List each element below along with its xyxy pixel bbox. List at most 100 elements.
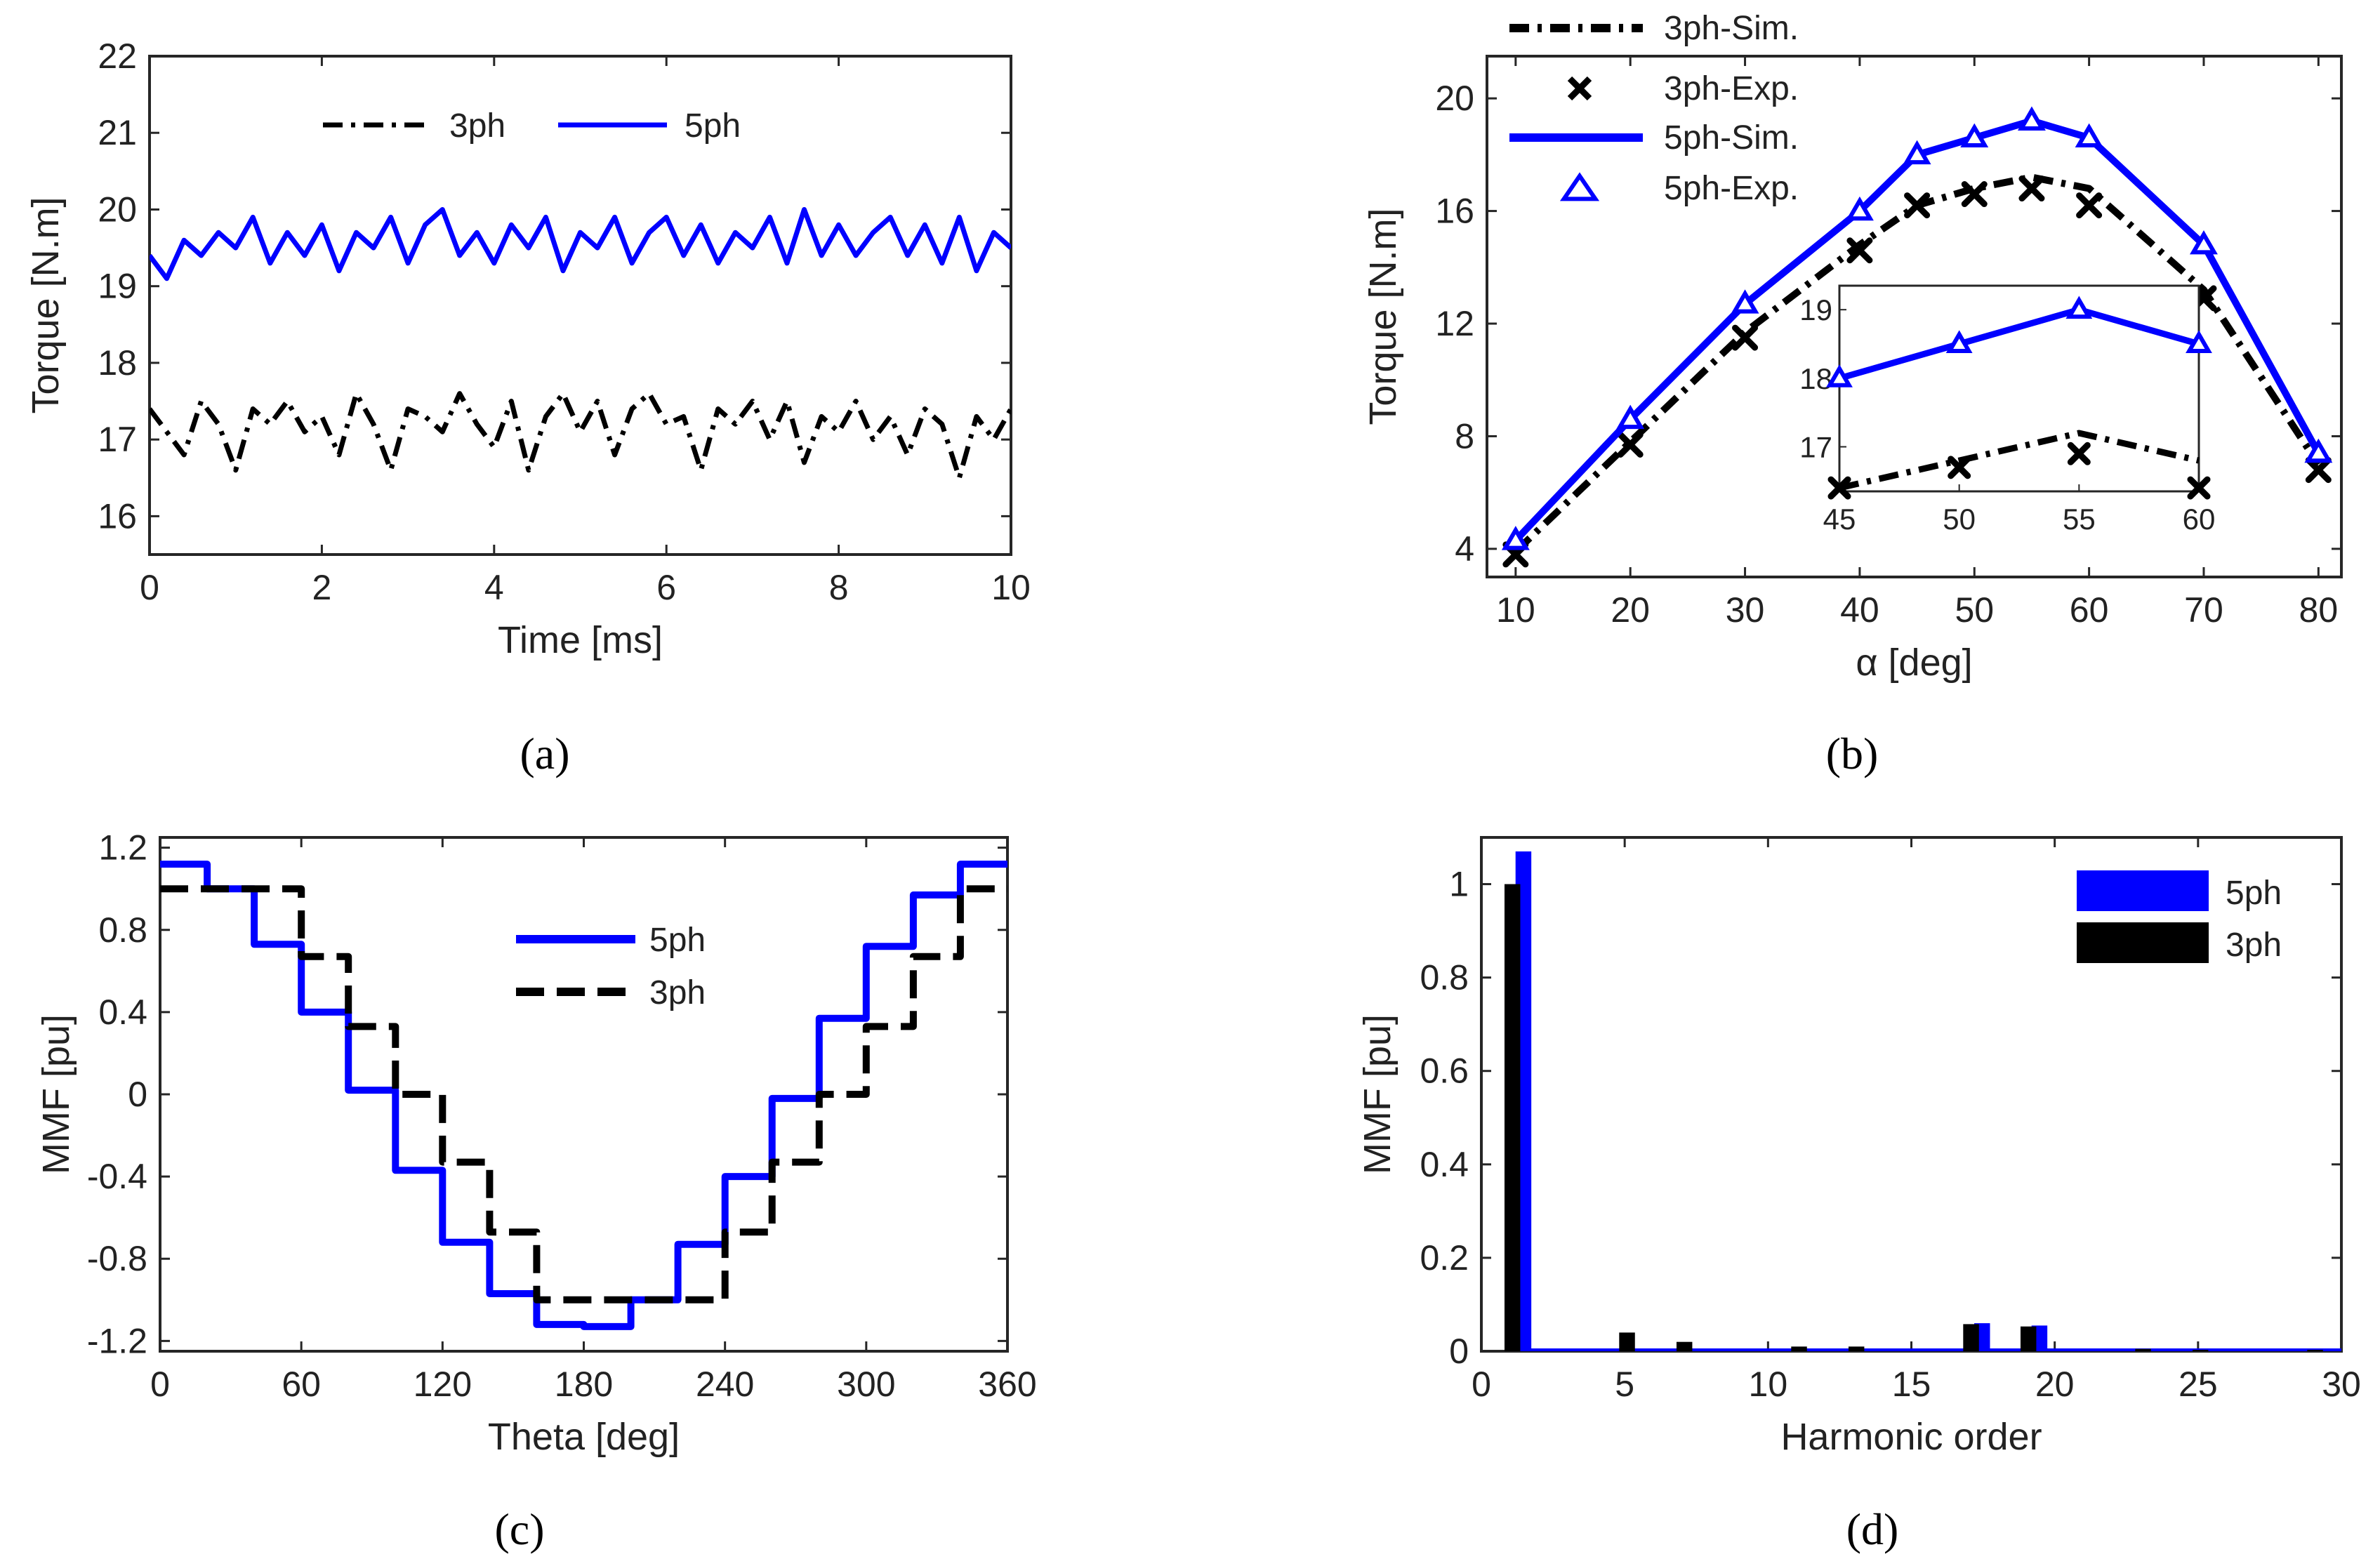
data-point-triangle — [2304, 438, 2333, 463]
series-line-3ph — [160, 885, 1007, 1303]
data-point-x — [1846, 237, 1873, 264]
y-axis-label: Torque [N.m] — [1362, 208, 1404, 425]
legend: 3ph 5ph — [323, 107, 741, 145]
y-tick-label: 0.8 — [98, 910, 147, 950]
x-tick-label: 40 — [1840, 590, 1879, 630]
data-point-triangle — [2075, 123, 2103, 148]
y-tick-label: 4 — [1455, 529, 1474, 569]
data-layer — [1501, 106, 2333, 568]
inset-y-tick-label: 18 — [1799, 362, 1832, 395]
data-point-x — [1617, 431, 1644, 458]
y-axis-label: Torque [N.m] — [25, 197, 67, 413]
legend-swatch-3ph-Exp. — [1567, 76, 1592, 101]
panel-d: 0 5 10 15 20 25 30 0 0.2 0.4 0.6 0.8 1 Harmonic order… — [1356, 836, 2361, 1554]
data-point-triangle — [1960, 123, 1989, 148]
legend-swatch-5ph — [2077, 870, 2209, 911]
x-tick-label: 15 — [1892, 1365, 1931, 1404]
plot-frame — [1480, 836, 2343, 1353]
y-tick-label: 0.2 — [1420, 1238, 1469, 1278]
data-point-x — [1961, 181, 1988, 208]
data-point-x — [2018, 175, 2045, 202]
y-tick-label: 16 — [1435, 192, 1474, 231]
bar-3ph — [1504, 884, 1521, 1351]
x-tick-label: 20 — [2035, 1365, 2075, 1404]
y-tick-label: 0.4 — [1420, 1145, 1469, 1184]
x-tick-label: 30 — [2322, 1365, 2361, 1404]
data-point-triangle — [2065, 296, 2093, 319]
y-tick-label: 22 — [98, 37, 137, 76]
x-axis-label: Theta [deg] — [488, 1416, 680, 1458]
data-point-triangle — [2017, 106, 2046, 131]
bar-3ph — [1791, 1346, 1807, 1351]
y-tick-label: -0.4 — [87, 1157, 147, 1196]
legend-label-5ph: 5ph — [649, 922, 706, 959]
y-tick-label: 17 — [98, 420, 137, 459]
data-layer — [150, 207, 1011, 481]
x-tick-label: 240 — [696, 1365, 754, 1404]
y-tick-label: 0 — [128, 1075, 147, 1114]
plot-frame — [1486, 55, 2343, 578]
series-line-3ph-Sim. — [1513, 173, 2322, 555]
y-tick-label: 0 — [1449, 1332, 1469, 1371]
y-tick-label: 12 — [1435, 304, 1474, 343]
inset-x-tick-label: 45 — [1823, 503, 1856, 536]
data-point-triangle — [1845, 196, 1874, 221]
panel-caption: (a) — [520, 729, 569, 778]
x-tick-label: 300 — [837, 1365, 895, 1404]
bar-3ph — [1676, 1341, 1693, 1351]
legend-label-5ph: 5ph — [2226, 875, 2282, 912]
data-point-x — [2305, 457, 2332, 484]
y-tick-label: 18 — [98, 343, 137, 383]
series-line-5ph-Sim. — [1513, 117, 2322, 543]
x-tick-label: 10 — [991, 568, 1031, 607]
y-tick-label: 16 — [98, 496, 137, 536]
panel-b: 10 20 30 40 50 60 70 80 4 8 12 16 20 α [deg] Torque [N… — [1362, 10, 2343, 778]
bar-3ph — [1848, 1346, 1865, 1351]
data-point-triangle — [1616, 404, 1645, 430]
bar-3ph — [2192, 1350, 2209, 1351]
data-point-x — [2067, 442, 2091, 465]
inset-y-tick-label: 19 — [1799, 293, 1832, 326]
x-tick-label: 5 — [1615, 1365, 1634, 1404]
series-line-3ph — [150, 391, 1011, 481]
data-point-triangle — [1731, 289, 1759, 314]
legend-label-3ph-Sim.: 3ph-Sim. — [1664, 10, 1799, 47]
x-tick-label: 120 — [414, 1365, 472, 1404]
data-point-x — [2187, 476, 2211, 500]
x-tick-label: 8 — [829, 568, 849, 607]
inset-x-tick-label: 55 — [2063, 503, 2096, 536]
panel-caption: (c) — [494, 1504, 544, 1554]
plot-frame — [159, 836, 1009, 1353]
inset: 45 50 55 60 17 18 19 — [1799, 284, 2216, 536]
x-tick-label: 0 — [140, 568, 159, 607]
data-point-x — [1948, 456, 1971, 479]
inset-x-tick-label: 50 — [1943, 503, 1976, 536]
y-tick-label: 1 — [1449, 865, 1469, 904]
legend: 3ph-Sim. 3ph-Exp. 5ph-Sim. 5ph-Exp. — [1509, 10, 1799, 207]
bar-3ph — [2020, 1326, 2037, 1351]
x-tick-label: 4 — [484, 568, 504, 607]
legend-label-3ph: 3ph — [649, 974, 706, 1011]
x-axis-label: Time [ms] — [498, 619, 663, 661]
legend-label-3ph-Exp.: 3ph-Exp. — [1664, 70, 1799, 107]
legend-label-3ph: 3ph — [2226, 927, 2282, 964]
data-layer — [1504, 851, 2341, 1351]
y-tick-label: 21 — [98, 113, 137, 152]
x-axis-label: α [deg] — [1856, 642, 1972, 684]
bar-3ph — [2135, 1348, 2151, 1351]
panel-caption: (b) — [1826, 729, 1879, 778]
series-line-5ph-line — [1838, 306, 2200, 382]
x-tick-label: 25 — [2179, 1365, 2218, 1404]
data-point-triangle — [1945, 330, 1973, 353]
inset-x-tick-label: 60 — [2183, 503, 2216, 536]
x-tick-label: 50 — [1955, 590, 1994, 630]
data-point-triangle — [2190, 230, 2218, 255]
bar-3ph — [1619, 1332, 1635, 1351]
x-tick-label: 60 — [2070, 590, 2109, 630]
legend-label-5ph: 5ph — [685, 107, 741, 145]
y-tick-label: 19 — [98, 267, 137, 306]
x-tick-label: 0 — [1472, 1365, 1491, 1404]
